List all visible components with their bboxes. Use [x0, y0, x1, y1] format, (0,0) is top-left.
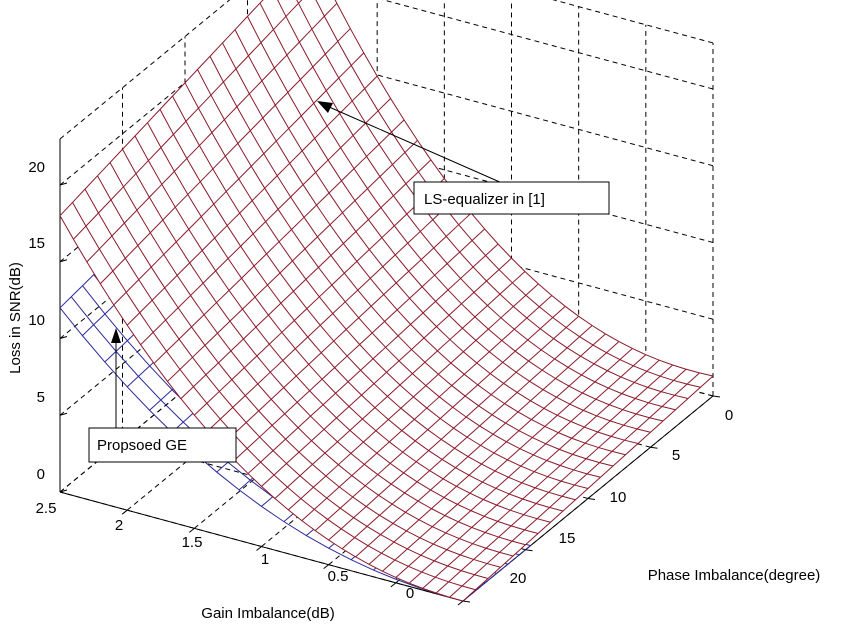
y-tick [587, 498, 596, 500]
grid-line [309, 56, 714, 167]
mesh-line [301, 295, 553, 521]
mesh-line [408, 359, 660, 584]
tick-marks [59, 182, 721, 606]
mesh-line [180, 159, 432, 400]
z-tick [59, 259, 68, 263]
annotation-ls-equalizer: LS-equalizer in [1] [317, 101, 610, 215]
x-tick [390, 582, 397, 588]
z-tick-label: 20 [28, 159, 45, 176]
ls-equalizer-surface [59, 0, 714, 602]
x-tick-label: 0.5 [328, 568, 349, 585]
mesh-line [86, 2, 338, 263]
z-tick-label: 15 [28, 235, 45, 252]
mesh-line [99, 28, 351, 285]
x-tick-label: 0 [406, 585, 414, 602]
annotation-ls-box [413, 181, 610, 215]
annotation-ls-label: LS-equalizer in [1] [424, 191, 545, 208]
z-tick-labels: 0 5 10 15 20 [28, 159, 45, 483]
y-tick-label: 5 [672, 447, 680, 464]
mesh-line [126, 75, 378, 326]
annotation-ge-box [88, 427, 237, 463]
x-tick [189, 527, 195, 533]
y-tick [712, 395, 721, 398]
mesh-line [261, 257, 512, 487]
y-tick [650, 446, 658, 449]
z-tick-label: 10 [28, 312, 45, 329]
z-tick [59, 489, 68, 493]
x-tick [121, 509, 128, 515]
x-tick-label: 1.5 [182, 534, 203, 551]
y-axis-label: Phase Imbalance(degree) [648, 567, 821, 584]
mesh-line [193, 178, 445, 416]
z-tick-label: 5 [37, 389, 45, 406]
mesh-line [153, 119, 405, 364]
mesh-line [207, 195, 459, 432]
y-tick-label: 15 [559, 530, 576, 547]
x-axis-label: Gain Imbalance(dB) [201, 605, 334, 622]
annotation-ls-arrow [319, 102, 503, 184]
surface-fill [60, 0, 713, 601]
z-tick-label: 0 [37, 466, 45, 483]
annotation-ls-arrowhead [317, 101, 333, 113]
mesh-line [59, 0, 264, 217]
mesh-line [247, 243, 499, 474]
y-tick [525, 549, 533, 552]
mesh-line [288, 283, 539, 511]
mesh-line [73, 0, 303, 240]
mesh-line [167, 140, 418, 382]
annotation-ge-arrowhead [111, 328, 121, 343]
z-tick [59, 182, 68, 186]
z-tick [59, 336, 68, 339]
y-tick-labels: 0 5 10 15 20 [510, 407, 734, 587]
mesh-line [234, 228, 485, 461]
mesh-line [462, 545, 531, 602]
mesh-line [220, 212, 472, 447]
mesh-line [435, 368, 687, 594]
x-tick-label: 2 [115, 517, 123, 534]
y-tick-label: 0 [725, 407, 733, 424]
y-tick [462, 600, 471, 603]
y-tick-label: 10 [610, 489, 627, 506]
mesh-line [449, 372, 700, 598]
annotation-proposed-ge: Propsoed GE [88, 328, 237, 463]
mesh-line [328, 315, 580, 541]
mesh-line [382, 348, 633, 572]
mesh-line [314, 305, 566, 532]
x-tick [256, 546, 262, 551]
x-tick-label: 2.5 [36, 500, 57, 517]
x-tick-labels: 2.5 2 1.5 1 0.5 0 [36, 500, 415, 602]
x-tick [457, 600, 464, 606]
mesh-line [140, 98, 391, 346]
mesh-line [355, 333, 606, 558]
y-tick-label: 20 [510, 570, 527, 587]
x-tick-label: 1 [261, 551, 269, 568]
z-axis-label: Loss in SNR(dB) [7, 262, 24, 374]
z-tick [59, 412, 68, 416]
mesh-line [341, 325, 593, 550]
mesh-line [113, 52, 365, 306]
annotation-ge-label: Propsoed GE [97, 437, 187, 454]
x-tick [323, 564, 329, 570]
grid-line [382, 0, 714, 90]
mesh-line [462, 375, 714, 602]
mesh-line [274, 271, 526, 499]
mesh-line [422, 364, 674, 589]
mesh-line [395, 354, 647, 578]
mesh-line [368, 341, 620, 565]
